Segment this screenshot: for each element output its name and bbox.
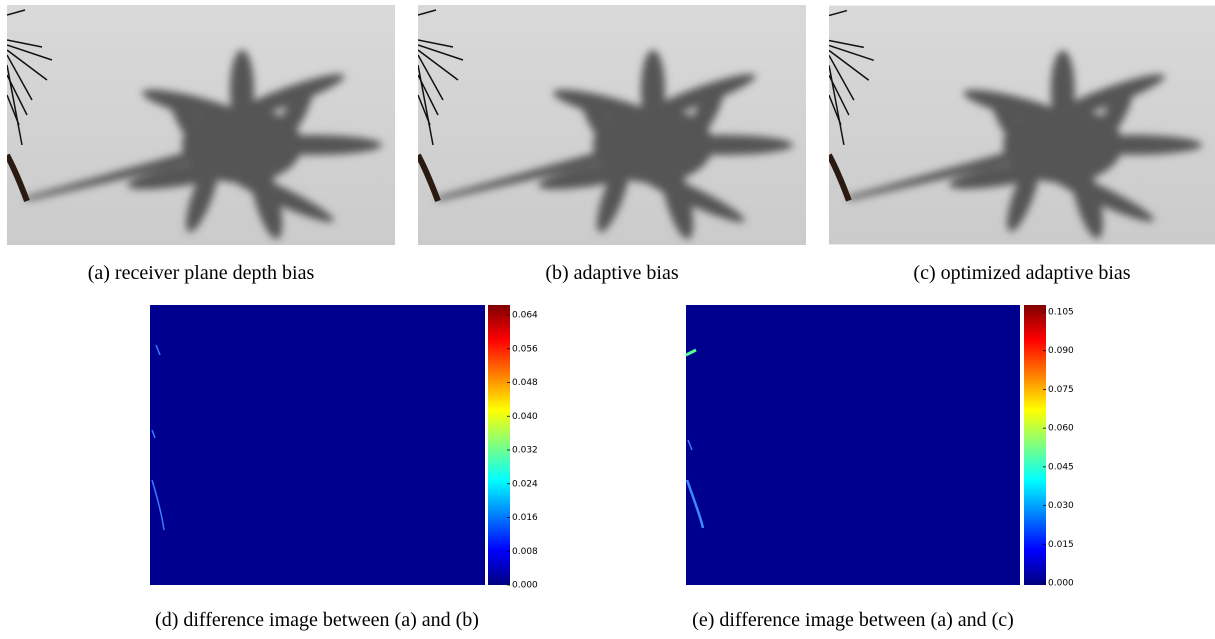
caption: (c) optimized adaptive bias xyxy=(913,262,1130,284)
colorbar-tick-label: 0.045 xyxy=(1048,462,1074,472)
colorbar-tick-label: 0.056 xyxy=(512,344,538,354)
colorbar-tick-label: 0.105 xyxy=(1048,308,1074,318)
render-image xyxy=(7,5,395,245)
difference-detail xyxy=(151,344,165,531)
colorbar-tick-label: 0.032 xyxy=(512,446,538,456)
colorbar-tick-label: 0.064 xyxy=(512,311,538,321)
difference-detail xyxy=(685,348,705,529)
difference-image xyxy=(686,305,1020,585)
caption: (a) receiver plane depth bias xyxy=(88,262,315,284)
colorbar xyxy=(1024,305,1046,585)
render-image xyxy=(829,6,1215,245)
colorbar-tick-label: 0.030 xyxy=(1048,501,1074,511)
colorbar-tick-label: 0.090 xyxy=(1048,346,1074,356)
colorbar-tick-label: 0.008 xyxy=(512,547,538,557)
colorbar-tick-label: 0.048 xyxy=(512,378,538,388)
colorbar-tick-label: 0.040 xyxy=(512,412,538,422)
caption: (e) difference image between (a) and (c) xyxy=(692,609,1014,631)
colorbar-tick-label: 0.024 xyxy=(512,479,538,489)
colorbar-tick-label: 0.060 xyxy=(1048,424,1074,434)
colorbar-tick-label: 0.075 xyxy=(1048,385,1074,395)
colorbar-tick-label: 0.015 xyxy=(1048,540,1074,550)
colorbar xyxy=(488,305,510,585)
colorbar-tick-label: 0.016 xyxy=(512,513,538,523)
colorbar-tick-label: 0.000 xyxy=(1048,579,1074,589)
difference-image xyxy=(150,305,485,585)
caption: (d) difference image between (a) and (b) xyxy=(155,609,479,631)
colorbar-tick-label: 0.000 xyxy=(512,581,538,591)
render-image xyxy=(418,5,806,245)
caption: (b) adaptive bias xyxy=(545,262,678,284)
